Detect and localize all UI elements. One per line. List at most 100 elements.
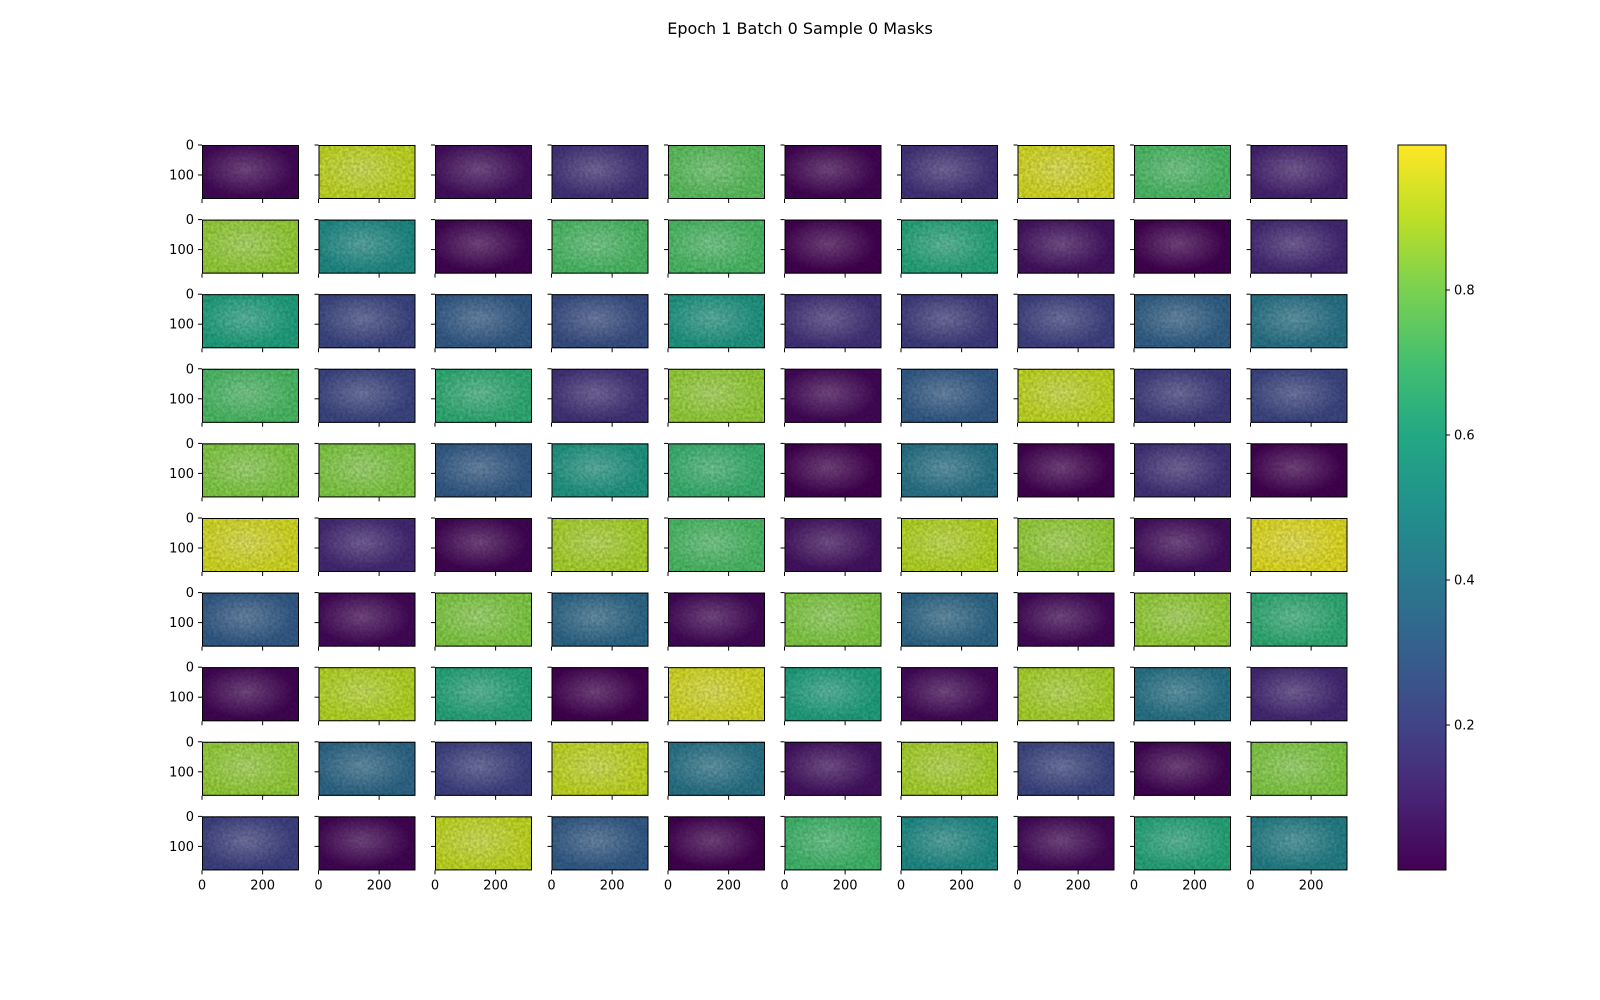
- mask-panel-r3-c8: [1013, 293, 1115, 353]
- mask-texture: [1017, 741, 1115, 796]
- mask-texture: [435, 145, 532, 199]
- mask-panel-r5-c4: [547, 442, 649, 502]
- mask-texture: [784, 667, 882, 722]
- panel-frame: [1134, 294, 1231, 349]
- y-tick-label: 0: [186, 288, 194, 303]
- panel-frame: [1134, 443, 1231, 498]
- panel-frame: [551, 443, 649, 498]
- panel-frame: [435, 443, 532, 498]
- y-tick-label: 0: [186, 735, 194, 750]
- mask-texture: [1134, 443, 1231, 498]
- y-tick-label: 0: [186, 362, 194, 377]
- mask-panel-r7-c9: [1130, 592, 1231, 651]
- panel-frame: [1250, 816, 1348, 871]
- mask-panel-r3-c5: [664, 293, 765, 353]
- panel-frame: [1250, 667, 1348, 722]
- y-tick-label: 0: [186, 139, 194, 154]
- mask-panel-r8-c5: [664, 666, 765, 726]
- mask-panel-r10-c6: 0 200: [780, 815, 882, 893]
- mask-texture: [1134, 368, 1231, 423]
- panel-frame: [901, 294, 998, 349]
- y-tick-label: 100: [169, 467, 194, 482]
- panel-frame: [551, 368, 649, 423]
- panel-frame: [202, 816, 299, 871]
- mask-texture: [551, 443, 649, 498]
- mask-panel-r4-c4: [547, 368, 649, 427]
- panel-frame: [435, 518, 532, 572]
- x-tick-label: 200: [1299, 878, 1324, 893]
- mask-texture: [435, 443, 532, 498]
- y-tick-label: 0: [186, 810, 194, 825]
- mask-texture: [551, 592, 649, 647]
- mask-panel-r7-c8: [1013, 592, 1115, 651]
- mask-panel-r6-c10: [1246, 517, 1348, 576]
- panel-frame: [1017, 294, 1115, 349]
- panel-frame: [668, 816, 765, 871]
- mask-panel-r8-c2: [314, 666, 416, 726]
- panel-frame: [551, 219, 649, 274]
- panel-frame: [551, 145, 649, 199]
- mask-texture: [435, 294, 532, 349]
- mask-panel-r2-c4: [547, 219, 649, 278]
- mask-panel-r9-c9: [1130, 741, 1231, 800]
- mask-texture: [202, 368, 299, 423]
- panel-frame: [435, 667, 532, 722]
- panel-frame: [318, 443, 416, 498]
- mask-texture: [1250, 667, 1348, 722]
- mask-panel-r5-c10: [1246, 442, 1348, 502]
- mask-panel-r1-c7: [897, 144, 998, 203]
- mask-panel-r2-c2: [314, 219, 416, 278]
- mask-panel-r6-c1: 0 100: [169, 512, 299, 576]
- mask-panel-r6-c7: [897, 517, 998, 576]
- panel-frame: [1134, 667, 1231, 722]
- panel-frame: [668, 145, 765, 199]
- panel-frame: [784, 741, 882, 796]
- mask-panel-r5-c6: [780, 442, 882, 502]
- mask-texture: [551, 145, 649, 199]
- mask-texture: [318, 592, 416, 647]
- panel-frame: [784, 816, 882, 871]
- panel-frame: [202, 592, 299, 647]
- mask-texture: [668, 145, 765, 199]
- mask-panel-r4-c8: [1013, 368, 1115, 427]
- mask-panel-r8-c10: [1246, 666, 1348, 726]
- mask-texture: [318, 443, 416, 498]
- mask-texture: [901, 741, 998, 796]
- mask-panel-r9-c8: [1013, 741, 1115, 800]
- x-tick-label: 0: [780, 878, 788, 893]
- mask-texture: [318, 667, 416, 722]
- panel-frame: [551, 667, 649, 722]
- mask-panel-r2-c8: [1013, 219, 1115, 278]
- mask-panel-r3-c3: [431, 293, 532, 353]
- mask-texture: [1017, 816, 1115, 871]
- mask-texture: [1134, 294, 1231, 349]
- mask-panel-r3-c2: [314, 293, 416, 353]
- mask-panel-r2-c1: 0 100: [169, 213, 299, 278]
- mask-texture: [435, 518, 532, 572]
- mask-texture: [668, 592, 765, 647]
- panel-frame: [435, 368, 532, 423]
- mask-texture: [1134, 592, 1231, 647]
- mask-panel-r4-c6: [780, 368, 882, 427]
- panel-frame: [668, 294, 765, 349]
- x-tick-label: 200: [833, 878, 858, 893]
- panel-frame: [784, 368, 882, 423]
- panel-frame: [435, 816, 532, 871]
- x-tick-label: 200: [367, 878, 392, 893]
- panel-frame: [318, 816, 416, 871]
- panel-frame: [1017, 667, 1115, 722]
- x-tick-label: 200: [949, 878, 974, 893]
- x-tick-label: 0: [897, 878, 905, 893]
- mask-panel-r9-c5: [664, 741, 765, 800]
- mask-panel-r7-c4: [547, 592, 649, 651]
- mask-texture: [901, 443, 998, 498]
- y-tick-label: 100: [169, 243, 194, 258]
- mask-texture: [784, 294, 882, 349]
- mask-texture: [318, 145, 416, 199]
- mask-texture: [901, 368, 998, 423]
- mask-panel-r9-c7: [897, 741, 998, 800]
- mask-texture: [551, 816, 649, 871]
- panel-frame: [1250, 219, 1348, 274]
- mask-panel-r6-c3: [431, 517, 532, 576]
- mask-texture: [668, 443, 765, 498]
